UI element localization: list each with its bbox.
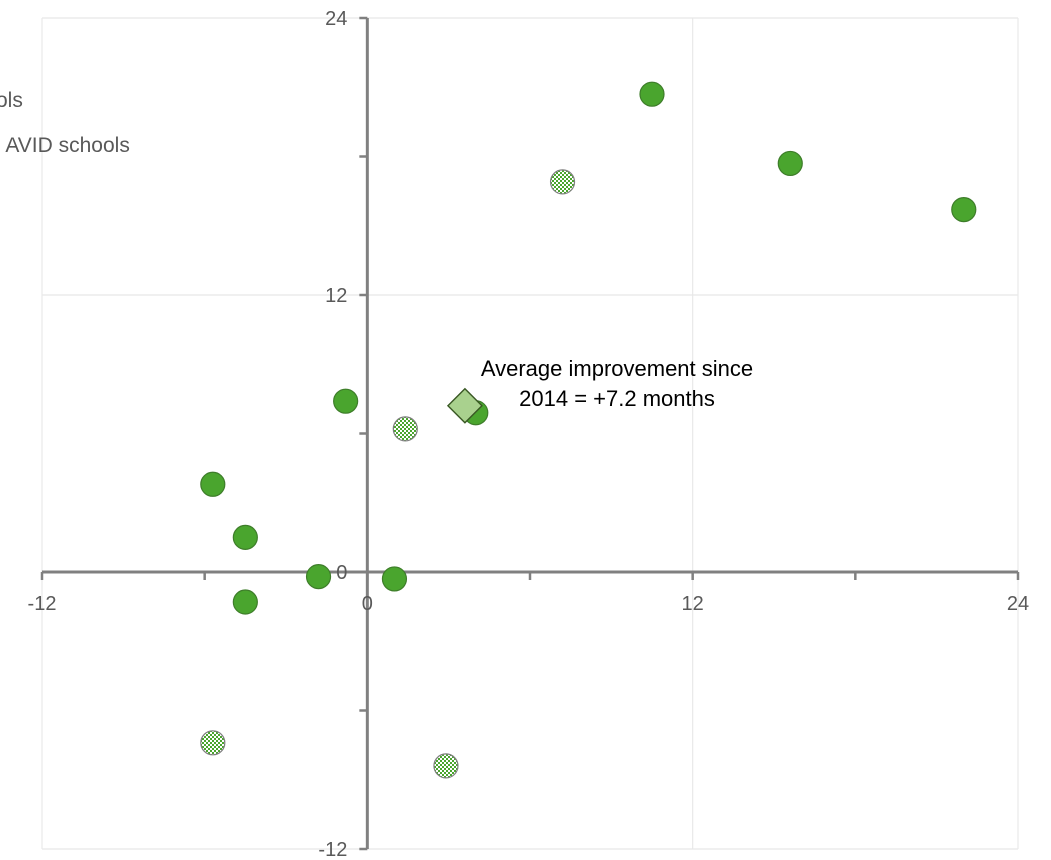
data-points [200, 81, 977, 779]
x-tick-label: 24 [1007, 593, 1029, 615]
data-point-solid [639, 81, 665, 107]
tick-labels: -12 0 12 24 -12 12 24 0 [28, 8, 1030, 860]
y-tick-label: -12 [318, 839, 347, 860]
data-point-solid [232, 524, 258, 550]
annotation: Average improvement since 2014 = +7.2 mon… [481, 356, 753, 411]
axes [40, 16, 1020, 851]
legend-label: l AVID schools [0, 134, 130, 157]
legend: ols l AVID schools [0, 89, 130, 157]
x-tick-label: 12 [682, 593, 704, 615]
x-tick-label: -12 [28, 593, 57, 615]
data-point-solid [951, 196, 977, 223]
data-point-solid [305, 564, 332, 590]
average-diamond-marker [446, 387, 483, 424]
y-tick-label: 24 [325, 8, 347, 30]
data-point-solid [333, 388, 359, 414]
data-point-solid [381, 566, 408, 592]
data-point-hatched [433, 753, 459, 779]
data-point-solid [200, 471, 226, 497]
data-point-solid [232, 589, 258, 615]
gridlines [41, 17, 1019, 850]
annotation-line-1: Average improvement since [481, 356, 753, 381]
data-point-solid [777, 150, 803, 177]
legend-label: ols [0, 89, 23, 112]
data-point-hatched [200, 730, 226, 756]
x-tick-label: 0 [362, 593, 373, 615]
y-tick-label: 12 [325, 285, 347, 307]
data-point-hatched [392, 416, 418, 442]
annotation-line-2: 2014 = +7.2 months [519, 386, 715, 411]
y-tick-label: 0 [336, 562, 347, 584]
data-point-hatched [549, 169, 576, 195]
